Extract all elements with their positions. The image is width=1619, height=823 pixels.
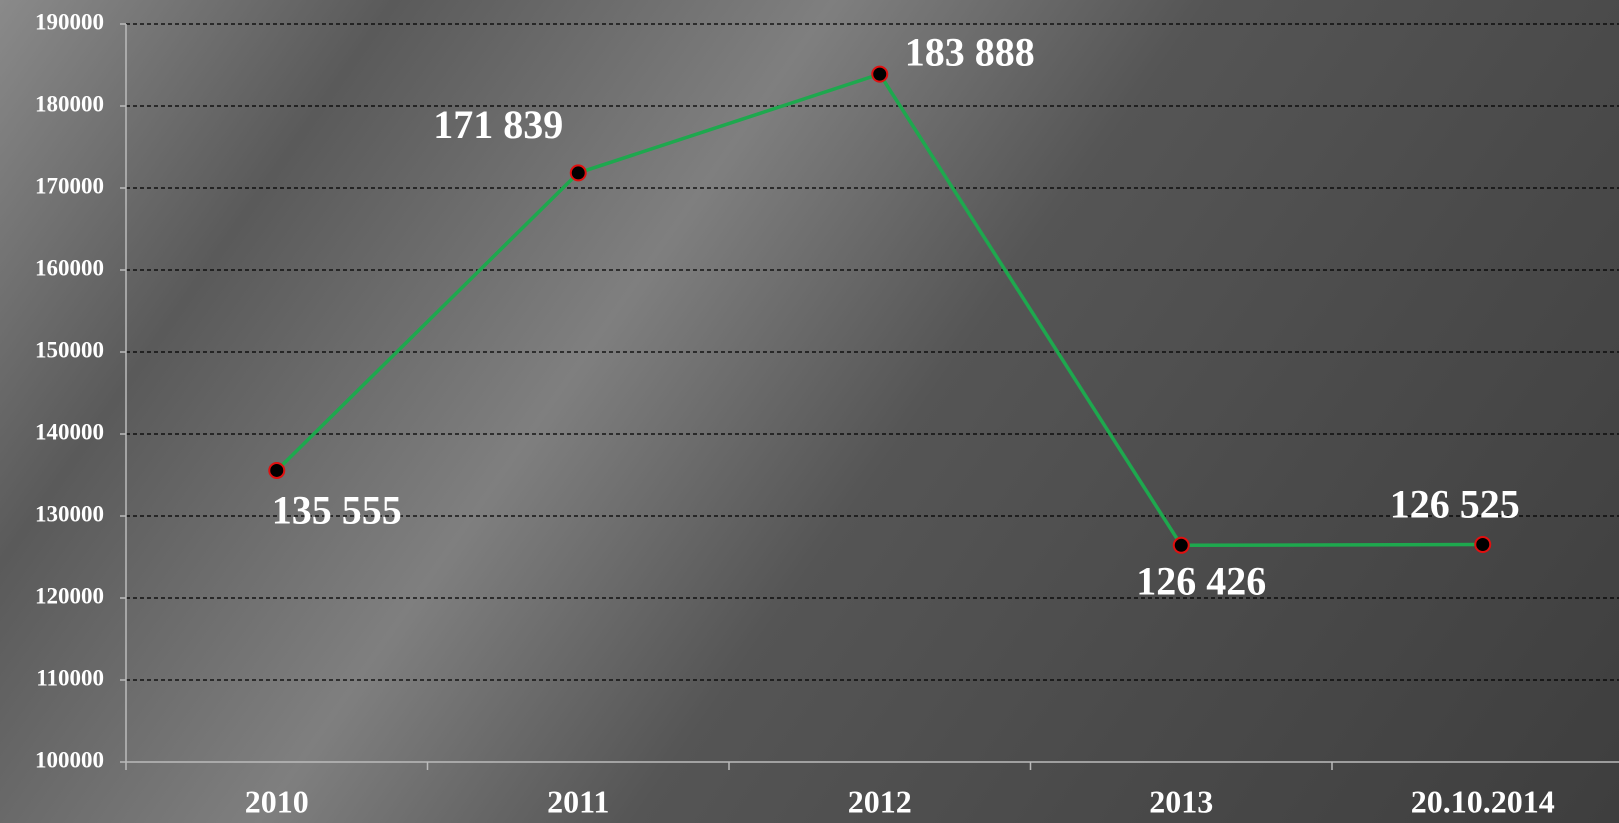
marker (1474, 535, 1492, 553)
y-tick-label: 100000 (35, 747, 104, 772)
data-label: 126 426 (1136, 558, 1266, 603)
x-tick-label: 2010 (245, 783, 309, 819)
x-tick-label: 2012 (848, 783, 912, 819)
y-tick-label: 170000 (35, 173, 104, 198)
y-tick-label: 130000 (35, 501, 104, 526)
y-tick-label: 190000 (35, 9, 104, 34)
data-label: 135 555 (272, 488, 402, 533)
data-label: 171 839 (433, 102, 563, 147)
x-tick-label: 2011 (547, 783, 609, 819)
y-tick-label: 150000 (35, 337, 104, 362)
marker (569, 164, 587, 182)
data-label: 126 525 (1390, 482, 1520, 527)
x-tick-label: 20.10.2014 (1411, 783, 1555, 819)
x-tick-label: 2013 (1149, 783, 1213, 819)
marker (1172, 536, 1190, 554)
y-tick-label: 140000 (35, 419, 104, 444)
y-tick-label: 120000 (35, 583, 104, 608)
y-tick-label: 110000 (36, 665, 104, 690)
marker (268, 461, 286, 479)
y-tick-label: 180000 (35, 91, 104, 116)
data-label: 183 888 (905, 29, 1035, 74)
marker (871, 65, 889, 83)
y-tick-label: 160000 (35, 255, 104, 280)
